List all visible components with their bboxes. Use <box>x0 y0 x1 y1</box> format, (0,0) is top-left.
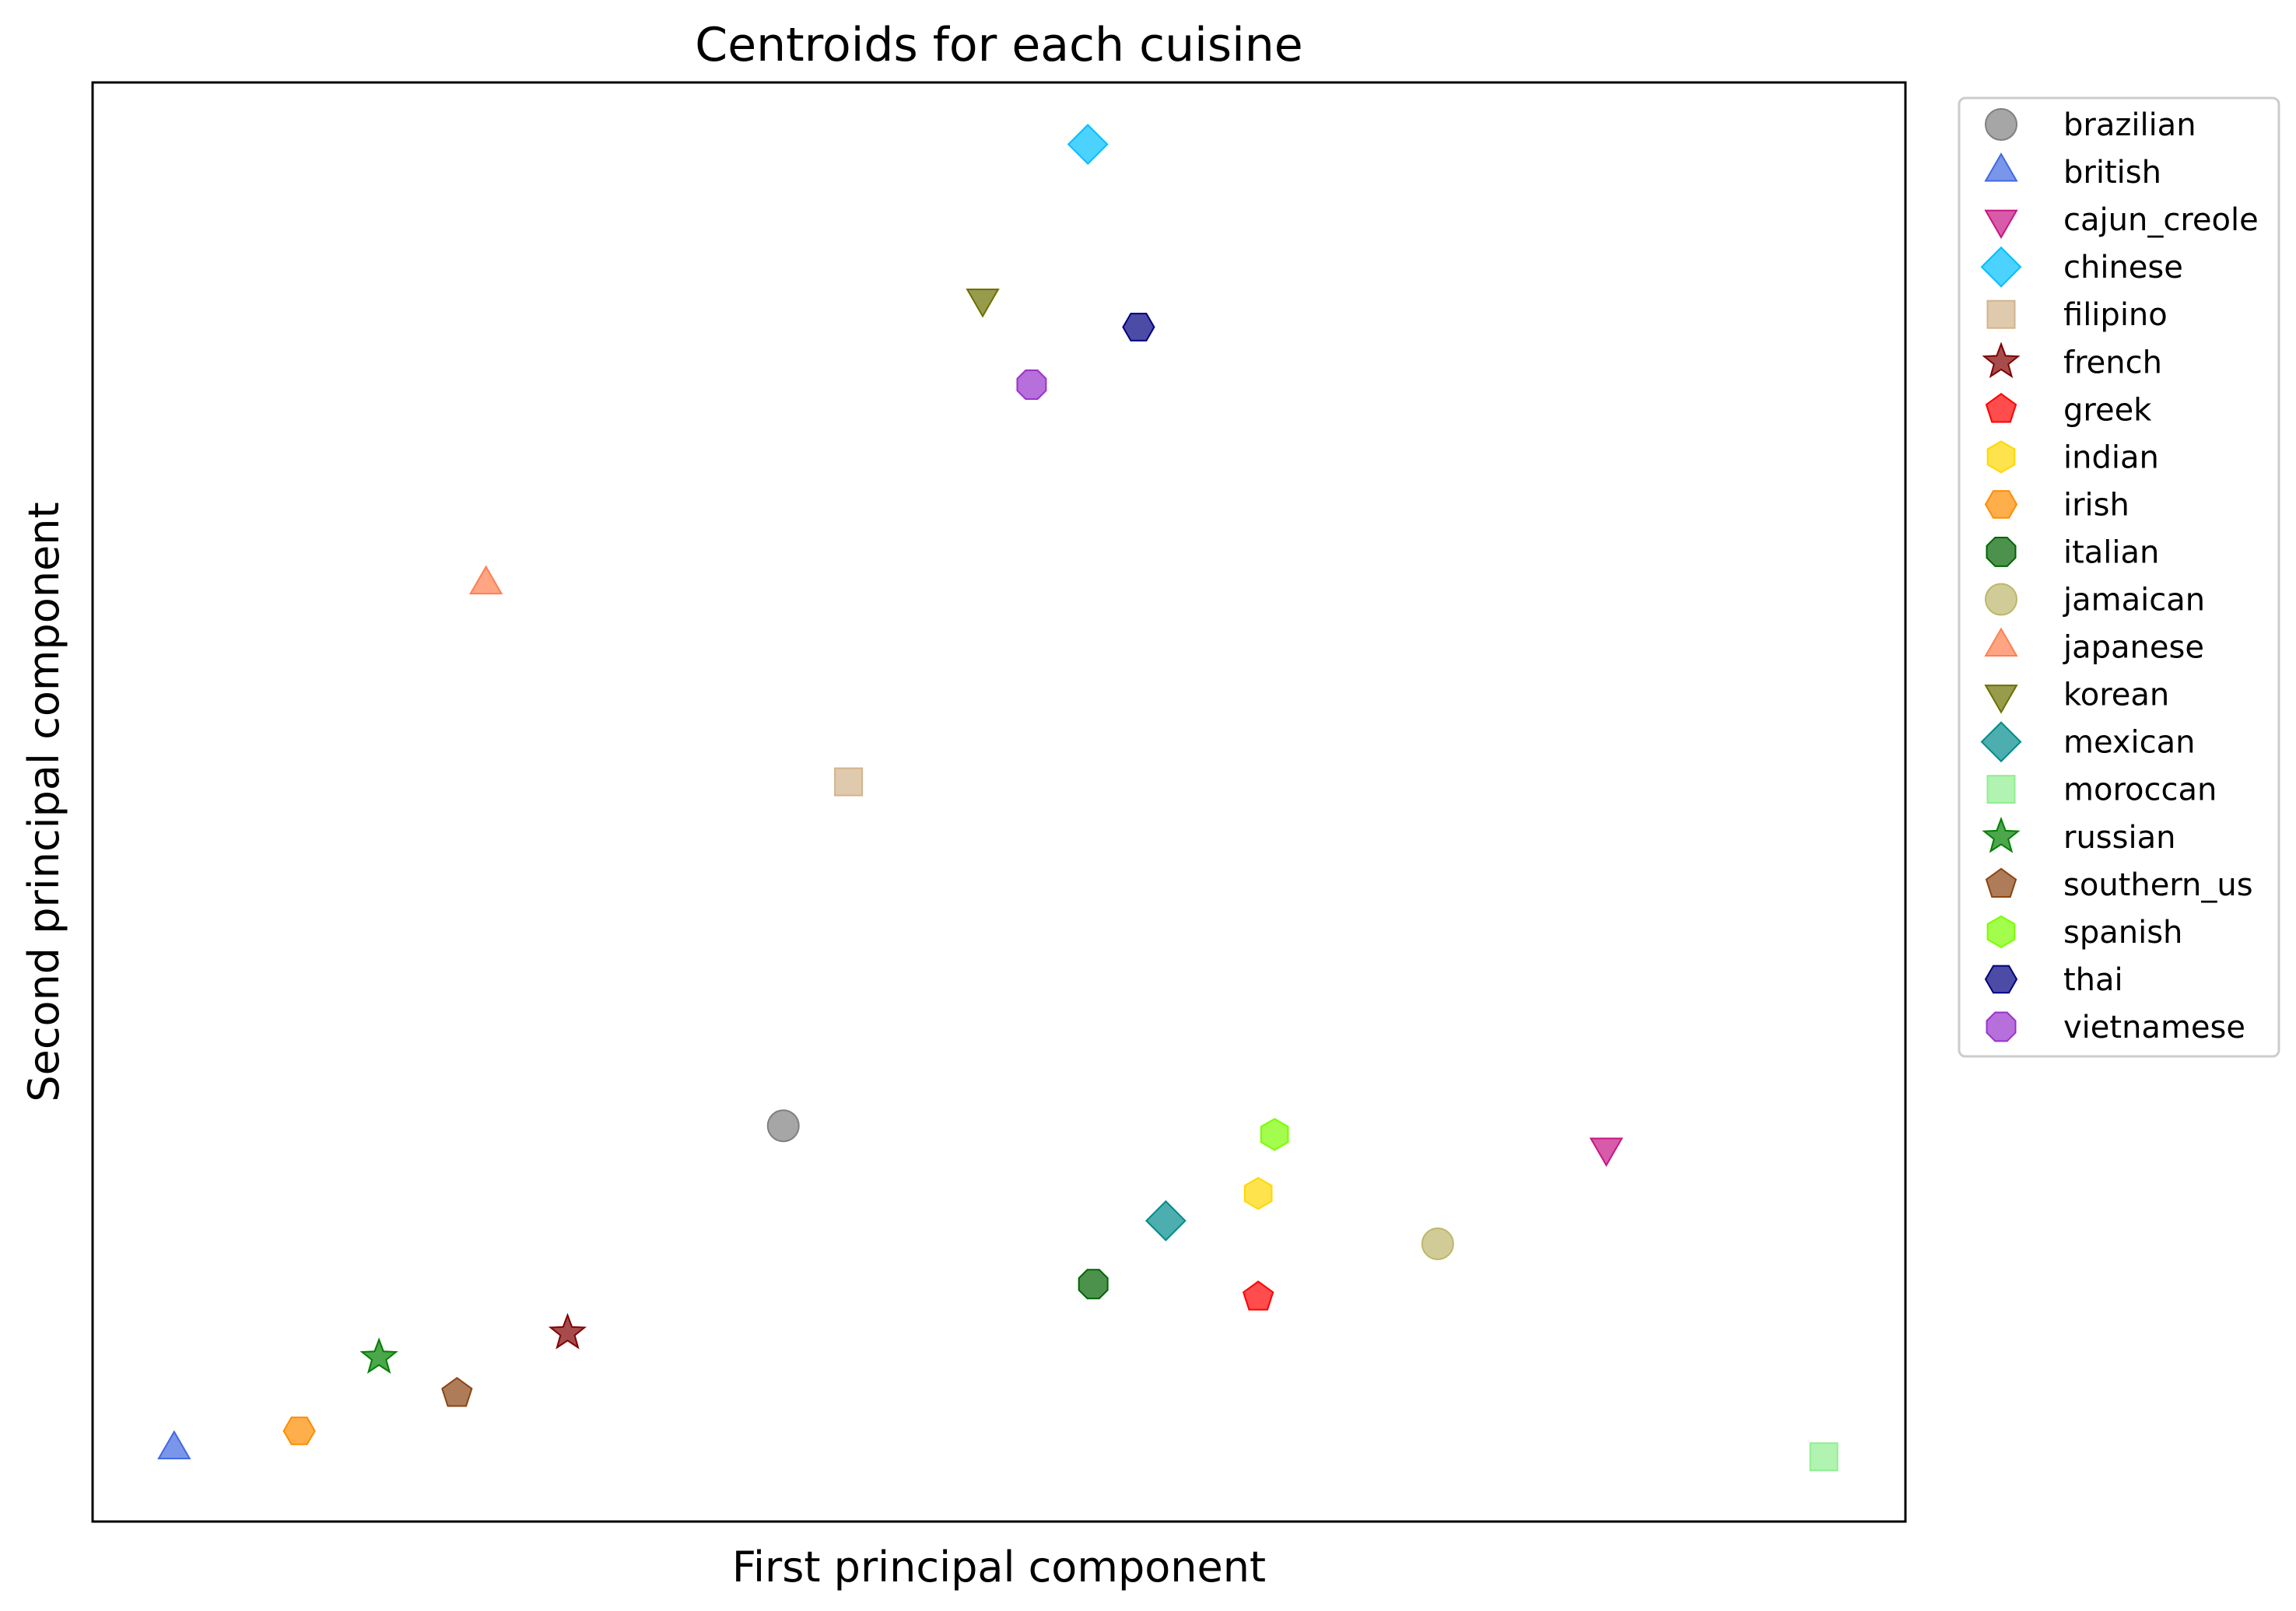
legend-marker-moroccan <box>1986 775 2016 804</box>
y-axis-label: Second principal component <box>19 502 68 1101</box>
legend-marker-filipino <box>1986 299 2016 329</box>
legend-label-brazilian: brazilian <box>2063 107 2196 143</box>
markers-layer <box>157 124 1839 1472</box>
legend-label-chinese: chinese <box>2063 250 2183 285</box>
legend-marker-italian <box>1986 536 2017 567</box>
x-axis-label: First principal component <box>732 1543 1266 1592</box>
legend-marker-vietnamese <box>1986 1011 2017 1042</box>
legend-label-british: british <box>2063 155 2161 191</box>
data-point-irish <box>282 1417 316 1445</box>
data-point-filipino <box>834 767 864 797</box>
legend-marker-irish <box>1984 490 2018 519</box>
legend-label-filipino: filipino <box>2063 297 2168 333</box>
legend-label-southern_us: southern_us <box>2063 867 2253 903</box>
legend-marker-jamaican <box>1985 583 2017 616</box>
chart-title: Centroids for each cuisine <box>695 18 1302 72</box>
data-point-southern_us <box>441 1377 473 1407</box>
legend-marker-indian <box>1986 440 2016 474</box>
legend-marker-british <box>1984 152 2018 182</box>
legend-label-vietnamese: vietnamese <box>2063 1010 2245 1045</box>
legend-label-italian: italian <box>2063 534 2159 570</box>
legend-marker-spanish <box>1986 915 2016 949</box>
legend-label-moroccan: moroccan <box>2063 772 2217 808</box>
legend-label-french: french <box>2063 345 2162 380</box>
legend-box <box>1958 96 2280 1058</box>
legend-label-spanish: spanish <box>2063 915 2182 951</box>
data-point-cajun_creole <box>1589 1137 1624 1167</box>
data-point-korean <box>966 289 1000 318</box>
data-point-british <box>157 1430 191 1459</box>
plot-area <box>91 81 1907 1523</box>
data-point-greek <box>1242 1280 1274 1311</box>
data-point-russian <box>359 1337 398 1375</box>
data-point-spanish <box>1260 1118 1289 1151</box>
data-point-japanese <box>468 565 503 595</box>
legend-marker-brazilian <box>1985 108 2017 141</box>
legend-label-mexican: mexican <box>2063 725 2196 761</box>
legend-marker-french <box>1982 341 2021 379</box>
legend-marker-thai <box>1984 965 2018 994</box>
legend-marker-greek <box>1985 393 2017 423</box>
legend-label-greek: greek <box>2063 392 2152 428</box>
legend-marker-cajun_creole <box>1984 209 2018 240</box>
data-point-french <box>548 1312 587 1350</box>
legend-label-jamaican: jamaican <box>2063 583 2205 618</box>
data-point-jamaican <box>1421 1227 1454 1260</box>
data-point-brazilian <box>766 1109 800 1143</box>
legend-label-irish: irish <box>2063 487 2129 523</box>
legend-label-cajun_creole: cajun_creole <box>2063 202 2259 238</box>
legend-label-thai: thai <box>2063 962 2123 998</box>
legend-label-japanese: japanese <box>2063 630 2204 666</box>
data-point-chinese <box>1067 124 1109 165</box>
data-point-vietnamese <box>1016 369 1047 400</box>
data-point-moroccan <box>1809 1442 1839 1472</box>
legend-marker-korean <box>1984 685 2018 714</box>
legend-marker-mexican <box>1980 721 2022 763</box>
legend-marker-russian <box>1982 816 2021 853</box>
legend-label-indian: indian <box>2063 440 2159 475</box>
data-point-indian <box>1243 1177 1273 1210</box>
data-point-thai <box>1122 313 1155 341</box>
legend-marker-southern_us <box>1985 867 2017 898</box>
legend-label-russian: russian <box>2063 820 2175 856</box>
legend-marker-chinese <box>1980 246 2022 288</box>
legend-label-korean: korean <box>2063 678 2169 713</box>
legend-marker-japanese <box>1984 627 2018 657</box>
data-point-italian <box>1078 1269 1109 1300</box>
data-point-mexican <box>1144 1199 1187 1242</box>
